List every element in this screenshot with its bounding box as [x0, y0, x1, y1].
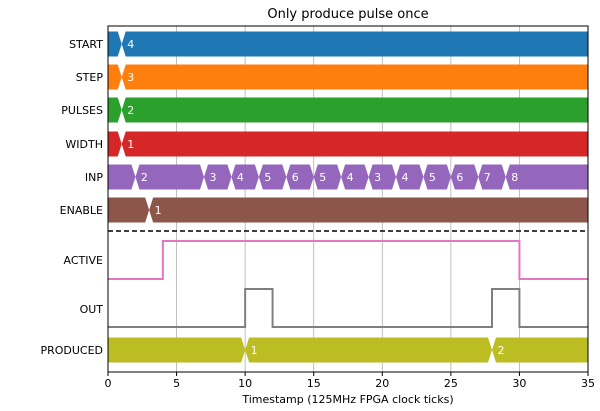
bus_signals-segment-inp: [313, 164, 342, 190]
bus_signals-value-label: 1: [155, 204, 162, 217]
x-tick-label: 10: [238, 377, 252, 390]
bus_signals-value-label: 4: [347, 171, 354, 184]
signal-label-start: START: [69, 38, 103, 51]
bus_signals-segment-inp: [478, 164, 506, 190]
bus_signals-segment-inp: [204, 164, 232, 190]
bus_signals-segment-inp: [396, 164, 424, 190]
signal-label-pulses: PULSES: [61, 104, 103, 117]
signal-label-enable: ENABLE: [60, 204, 103, 217]
signal-label-width: WIDTH: [65, 138, 103, 151]
bus_signals-segment-initial: [108, 164, 136, 190]
bus_signals-value-label: 4: [237, 171, 244, 184]
plot-frame: [107, 25, 589, 373]
x-tick-label: 0: [105, 377, 112, 390]
bus_signals-value-label: 1: [127, 138, 134, 151]
counter_signals-value-label: 1: [251, 344, 258, 357]
signal-trace-out: [108, 288, 588, 328]
signal-label-active: ACTIVE: [64, 254, 104, 267]
bus_signals-segment-initial: [108, 31, 122, 57]
x-tick-label: 35: [581, 377, 595, 390]
bus_signals-value-label: 6: [456, 171, 463, 184]
bus_signals-segment-inp: [135, 164, 204, 190]
bus_signals-segment-width: [121, 131, 588, 157]
bus_signals-value-label: 4: [127, 38, 134, 51]
bus_signals-segment-initial: [108, 64, 122, 90]
bus_signals-value-label: 8: [511, 171, 518, 184]
bus_signals-segment-inp: [423, 164, 451, 190]
signal-trace-active: [108, 240, 588, 280]
bus_signals-value-label: 3: [127, 71, 134, 84]
bus_signals-segment-pulses: [121, 97, 588, 123]
bus_signals-segment-start: [121, 31, 588, 57]
bus_signals-segment-inp: [341, 164, 369, 190]
x-tick-label: 5: [173, 377, 180, 390]
x-axis-label: Timestamp (125MHz FPGA clock ticks): [241, 393, 453, 406]
bus_signals-segment-inp: [231, 164, 259, 190]
bus_signals-value-label: 2: [141, 171, 148, 184]
bus_signals-segment-inp: [368, 164, 396, 190]
bus_signals-segment-inp: [505, 164, 588, 190]
bus_signals-segment-initial: [108, 97, 122, 123]
x-tick-label: 30: [512, 377, 526, 390]
bus_signals-value-label: 3: [210, 171, 217, 184]
bus_signals-value-label: 6: [292, 171, 299, 184]
bus_signals-segment-step: [121, 64, 588, 90]
bus_signals-value-label: 3: [374, 171, 381, 184]
bus_signals-segment-inp: [450, 164, 479, 190]
chart-title: Only produce pulse once: [267, 7, 428, 22]
counter_signals-segment-produced: [245, 337, 492, 363]
bus_signals-value-label: 4: [402, 171, 409, 184]
bus_signals-value-label: 5: [429, 171, 436, 184]
bus_signals-segment-inp: [286, 164, 314, 190]
bus_signals-segment-inp: [258, 164, 287, 190]
x-tick-label: 25: [444, 377, 458, 390]
bus_signals-segment-initial: [108, 131, 122, 157]
bus_signals-segment-enable: [149, 197, 588, 223]
x-tick-label: 20: [375, 377, 389, 390]
signal-label-out: OUT: [80, 303, 104, 316]
counter_signals-segment-produced: [492, 337, 588, 363]
bus_signals-value-label: 2: [127, 104, 134, 117]
bus_signals-value-label: 5: [319, 171, 326, 184]
signal-label-inp: INP: [85, 171, 103, 184]
bus_signals-segment-initial: [108, 197, 150, 223]
signal-label-produced: PRODUCED: [40, 344, 103, 357]
bus_signals-value-label: 5: [264, 171, 271, 184]
signal-label-step: STEP: [76, 71, 104, 84]
bus_signals-value-label: 7: [484, 171, 491, 184]
counter_signals-segment-initial: [108, 337, 246, 363]
counter_signals-value-label: 2: [498, 344, 505, 357]
x-tick-label: 15: [307, 377, 321, 390]
